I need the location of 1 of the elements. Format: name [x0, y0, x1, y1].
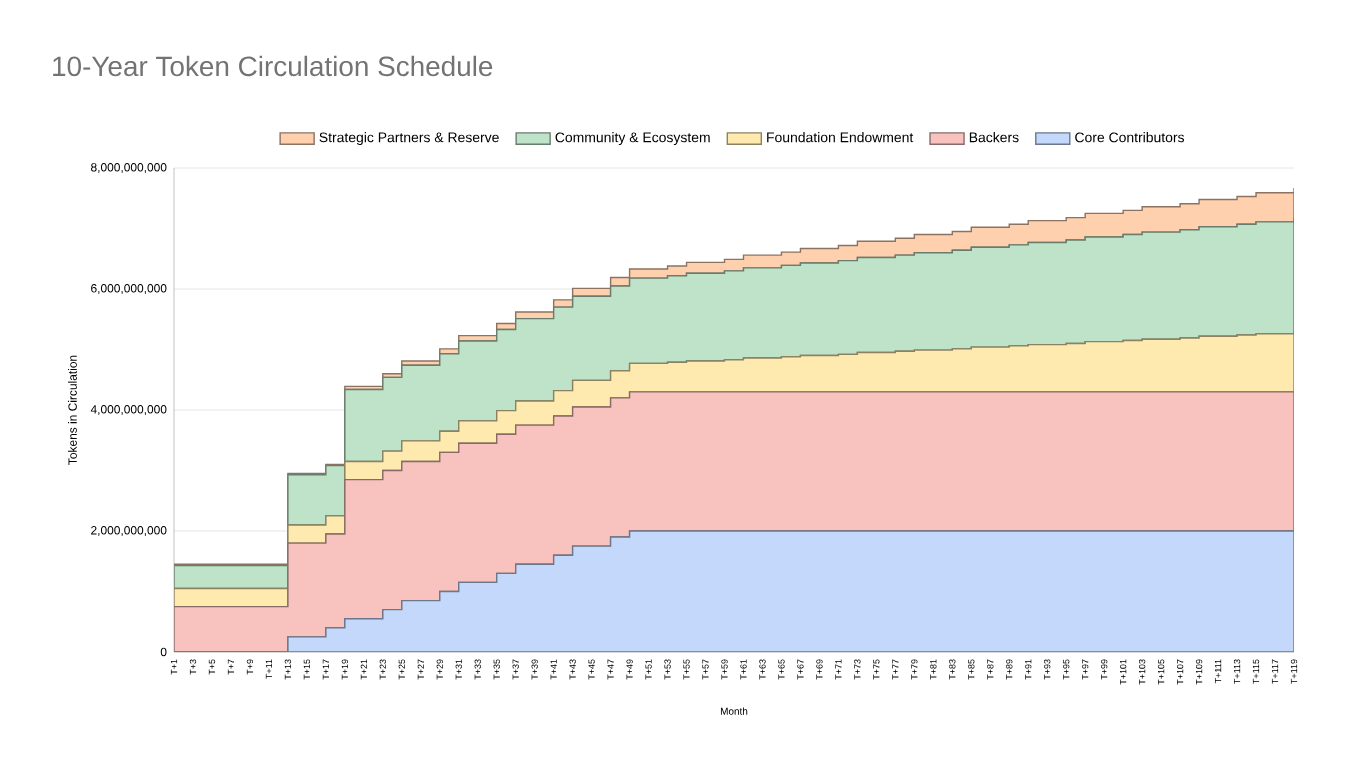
- chart-title: 10-Year Token Circulation Schedule: [53, 55, 493, 77]
